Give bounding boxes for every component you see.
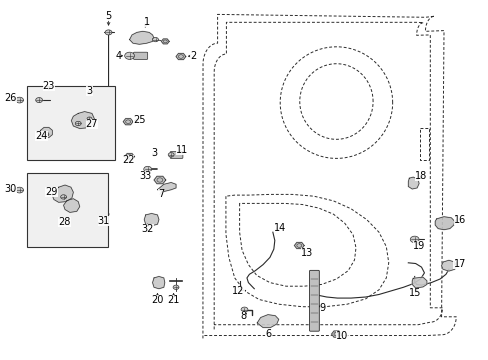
- Circle shape: [101, 211, 109, 217]
- FancyBboxPatch shape: [309, 270, 319, 331]
- Polygon shape: [71, 112, 94, 129]
- Circle shape: [75, 121, 81, 126]
- Polygon shape: [407, 177, 418, 189]
- Polygon shape: [123, 118, 133, 125]
- Text: 30: 30: [4, 184, 17, 194]
- Text: 7: 7: [158, 189, 164, 199]
- Text: 24: 24: [35, 131, 48, 141]
- Text: 31: 31: [97, 216, 110, 226]
- FancyBboxPatch shape: [170, 152, 183, 158]
- Text: 15: 15: [407, 288, 420, 298]
- Text: 10: 10: [335, 330, 348, 341]
- Text: 19: 19: [412, 240, 425, 251]
- Text: 14: 14: [273, 222, 285, 233]
- Circle shape: [16, 97, 23, 103]
- Polygon shape: [411, 277, 426, 288]
- Text: 3: 3: [86, 86, 92, 96]
- Text: 11: 11: [175, 145, 188, 156]
- Circle shape: [105, 30, 112, 35]
- Polygon shape: [124, 153, 134, 160]
- Text: 23: 23: [42, 81, 55, 91]
- Polygon shape: [257, 315, 278, 328]
- Text: 18: 18: [414, 171, 427, 181]
- Polygon shape: [331, 331, 341, 337]
- Text: 13: 13: [300, 248, 313, 258]
- Polygon shape: [176, 53, 185, 60]
- Text: 29: 29: [45, 186, 58, 197]
- Polygon shape: [294, 242, 304, 249]
- Bar: [27, 86, 115, 160]
- Polygon shape: [52, 185, 73, 202]
- Circle shape: [61, 195, 66, 199]
- Polygon shape: [154, 176, 165, 184]
- Circle shape: [143, 166, 151, 172]
- Circle shape: [173, 285, 179, 289]
- Text: 8: 8: [240, 311, 245, 321]
- Circle shape: [168, 153, 174, 157]
- Text: 27: 27: [85, 119, 98, 129]
- Text: 5: 5: [105, 11, 111, 21]
- Polygon shape: [144, 213, 159, 226]
- Text: 6: 6: [264, 329, 270, 339]
- Text: 26: 26: [4, 93, 17, 103]
- Bar: [27, 173, 107, 247]
- Text: 17: 17: [452, 258, 465, 269]
- Circle shape: [241, 307, 247, 312]
- Polygon shape: [152, 276, 164, 289]
- Polygon shape: [129, 31, 154, 44]
- Polygon shape: [63, 199, 80, 212]
- Text: 16: 16: [452, 215, 465, 225]
- Polygon shape: [161, 39, 169, 44]
- Polygon shape: [41, 127, 52, 138]
- Circle shape: [409, 236, 418, 243]
- Circle shape: [36, 98, 42, 103]
- Circle shape: [87, 117, 92, 121]
- Text: 25: 25: [133, 114, 145, 125]
- Text: 4: 4: [115, 51, 121, 61]
- Text: 1: 1: [143, 17, 149, 27]
- Circle shape: [124, 52, 134, 59]
- Circle shape: [85, 97, 93, 103]
- Text: 22: 22: [122, 155, 134, 165]
- Text: 28: 28: [58, 217, 71, 228]
- Text: 9: 9: [319, 303, 325, 313]
- Circle shape: [152, 37, 158, 42]
- Circle shape: [16, 187, 23, 193]
- Text: 20: 20: [151, 294, 163, 305]
- Text: 33: 33: [139, 171, 152, 181]
- Polygon shape: [441, 260, 455, 271]
- Polygon shape: [157, 183, 176, 192]
- Text: 3: 3: [151, 148, 157, 158]
- Polygon shape: [434, 217, 454, 230]
- Circle shape: [43, 132, 49, 136]
- Text: 21: 21: [167, 294, 180, 305]
- Text: 12: 12: [232, 286, 244, 296]
- Text: 2: 2: [190, 51, 196, 61]
- FancyBboxPatch shape: [133, 52, 147, 59]
- Text: 32: 32: [141, 224, 154, 234]
